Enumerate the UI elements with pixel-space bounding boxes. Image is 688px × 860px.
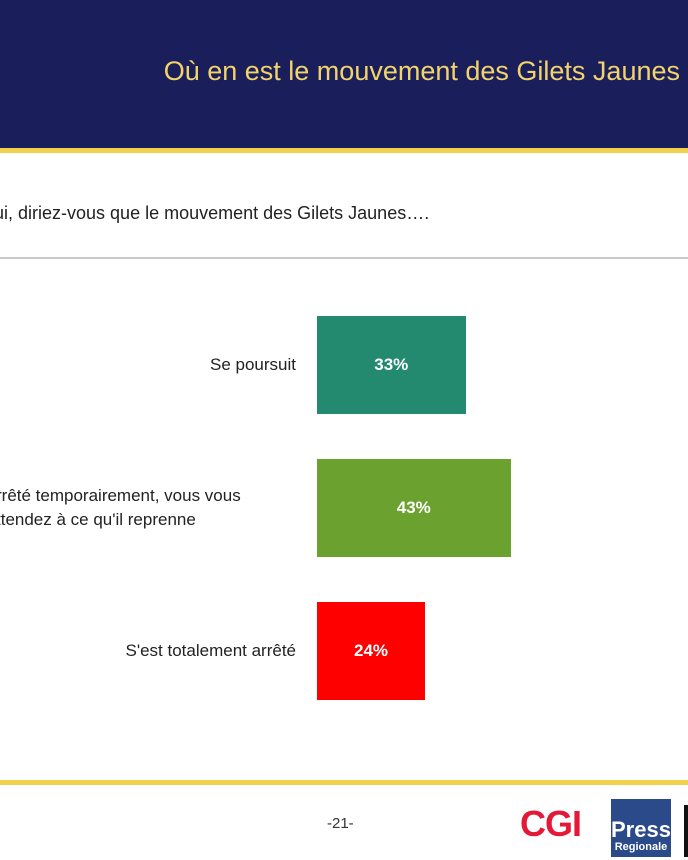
- category-label: Se poursuit: [210, 355, 296, 374]
- bar: 24%: [317, 602, 425, 700]
- data-label: 43%: [396, 498, 431, 517]
- category-label: rrêté temporairement, vous vous ttendez à…: [0, 486, 241, 529]
- page-number: -21-: [327, 815, 354, 832]
- divider: [0, 257, 688, 259]
- bar: 43%: [317, 459, 511, 557]
- divider: [0, 780, 688, 785]
- category-label: S'est totalement arrêté: [125, 641, 297, 660]
- cgi-logo: CGI: [520, 803, 582, 844]
- presse-regionale-logo: Presse Regionale: [611, 799, 683, 857]
- question-text: ui, diriez-vous que le mouvement des Gil…: [0, 203, 430, 223]
- divider: [0, 148, 688, 153]
- page-title: Où en est le mouvement des Gilets Jaunes: [163, 56, 680, 86]
- data-label: 24%: [353, 641, 389, 660]
- data-label: 33%: [374, 355, 409, 374]
- logo-edge: [684, 805, 688, 857]
- bar: 33%: [317, 316, 466, 414]
- header-banner: Où en est le mouvement des Gilets Jaunes: [0, 0, 688, 148]
